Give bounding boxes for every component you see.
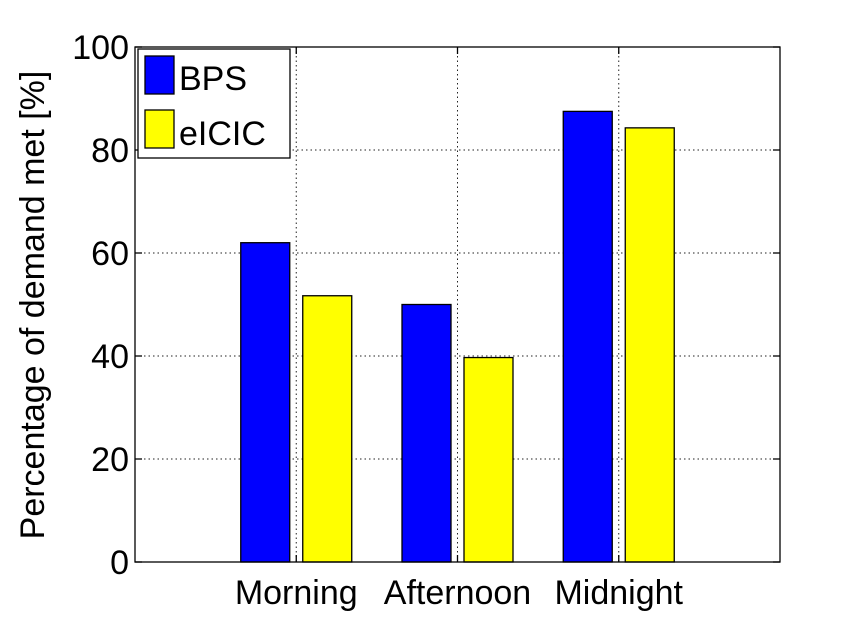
legend: BPS eICIC [137, 48, 291, 159]
y-tick-label: 100 [72, 29, 129, 67]
y-tick-label: 20 [91, 441, 129, 479]
legend-swatch-eicic [144, 109, 175, 149]
bar-bps-morning [240, 242, 291, 563]
y-tick-label: 0 [110, 544, 129, 582]
grid-lines [135, 47, 780, 562]
bar-bps-afternoon [401, 303, 452, 563]
x-tick-label: Afternoon [384, 574, 531, 612]
axis-ticks: 0 20 40 60 80 100 Morning Afternoon Midnight [72, 29, 780, 612]
bar-eicic-midnight [624, 127, 675, 563]
y-tick-label: 80 [91, 132, 129, 170]
bar-eicic-morning [302, 295, 353, 563]
legend-label-eicic: eICIC [179, 115, 266, 153]
y-tick-label: 40 [91, 338, 129, 376]
legend-swatch-bps [144, 55, 175, 95]
bars [240, 110, 675, 563]
bar-eicic-afternoon [463, 356, 514, 563]
y-tick-label: 60 [91, 235, 129, 273]
x-tick-label: Morning [235, 574, 358, 612]
y-axis-title: Percentage of demand met [%] [14, 71, 52, 540]
legend-label-bps: BPS [179, 60, 247, 98]
bar-bps-midnight [562, 110, 613, 563]
x-tick-label: Midnight [554, 574, 683, 612]
